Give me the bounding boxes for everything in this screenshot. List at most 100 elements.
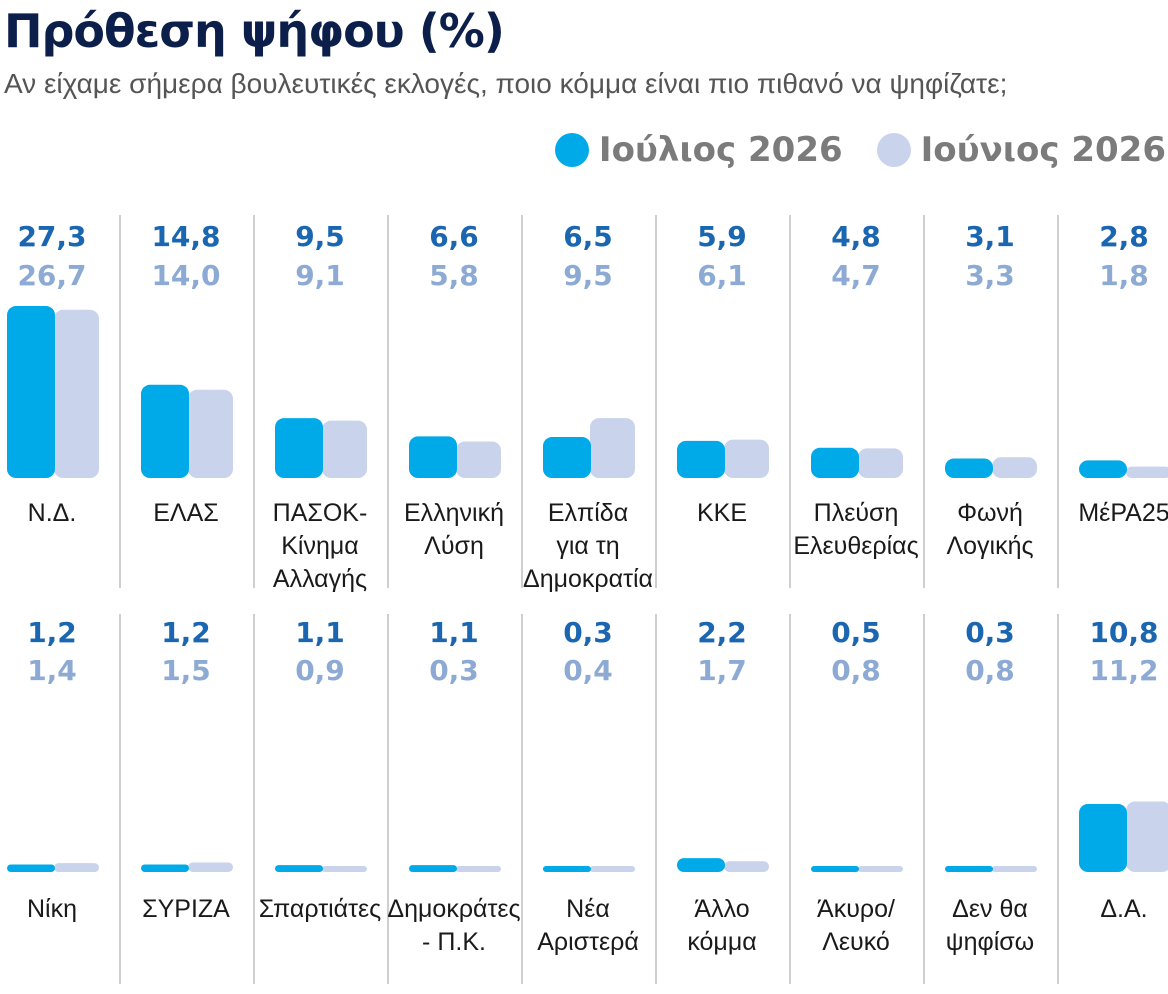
bar-july [543,866,591,872]
legend: Ιούλιος 2026 Ιούνιος 2026 [554,130,1166,170]
value-label-june: 4,7 [831,259,881,292]
value-label-july: 6,5 [563,220,613,253]
chart-title: Πρόθεση ψήφου (%) [4,4,505,58]
category-label: Άκυρο/ [817,895,895,923]
category-label: Νίκη [27,895,77,923]
category-label: Δ.Α. [1100,895,1147,923]
category-label: Δημοκράτες [387,895,520,923]
bar-june [456,441,501,478]
category-label: Κίνημα [281,532,359,560]
category-label: ψηφίσω [946,928,1034,956]
bar-july [409,865,457,872]
value-label-july: 0,5 [831,616,881,649]
category-label: Πλεύση [814,499,899,527]
value-label-july: 4,8 [831,220,881,253]
value-label-july: 0,3 [563,616,613,649]
value-label-june: 9,5 [563,259,613,292]
bar-june [1126,466,1168,478]
bar-july [677,858,725,872]
bar-july [275,865,323,872]
value-label-june: 9,1 [295,259,345,292]
value-label-june: 0,4 [563,654,613,687]
category-label: Ελπίδα [548,499,628,527]
value-label-june: 5,8 [429,259,479,292]
value-label-june: 0,8 [965,654,1015,687]
bar-july [275,418,323,478]
value-label-july: 0,3 [965,616,1015,649]
category-label: Φωνή [957,499,1023,527]
value-label-july: 2,8 [1099,220,1149,253]
legend-item-july: Ιούλιος 2026 [554,130,843,170]
value-label-june: 11,2 [1089,654,1158,687]
value-label-july: 14,8 [151,220,220,253]
value-label-june: 1,8 [1099,259,1149,292]
bar-july [811,866,859,872]
bar-july [141,384,189,478]
bar-june [992,457,1037,478]
category-label: ΚΚΕ [697,499,747,527]
value-label-june: 1,7 [697,654,747,687]
category-label: ΣΥΡΙΖΑ [142,895,230,923]
bar-june [1126,801,1168,872]
bar-june [858,448,903,478]
bar-june [590,418,635,478]
category-label: Αριστερά [537,928,639,956]
bar-july [945,866,993,872]
bar-june [54,863,99,872]
value-label-june: 14,0 [151,259,220,292]
value-label-june: 26,7 [17,259,86,292]
value-label-july: 5,9 [697,220,747,253]
bar-july [1079,803,1127,872]
bar-june [858,866,903,872]
bar-july [141,864,189,872]
bar-june [724,861,769,872]
value-label-june: 1,4 [27,654,77,687]
category-label: Σπαρτιάτες [259,895,381,923]
bar-june [724,439,769,478]
category-label: - Π.Κ. [422,928,486,956]
category-label: κόμμα [687,928,756,956]
category-label: Άλλο [694,895,749,923]
value-label-june: 0,8 [831,654,881,687]
bar-july [409,436,457,478]
legend-swatch-july [554,133,589,167]
value-label-june: 0,3 [429,654,479,687]
value-label-june: 1,5 [161,654,211,687]
value-label-june: 0,9 [295,654,345,687]
bar-july [811,447,859,478]
bar-july [543,437,591,478]
bar-june [456,866,501,872]
bar-june [54,309,99,478]
bar-june [590,866,635,872]
value-label-july: 1,2 [161,616,211,649]
category-label: Νέα [566,895,610,923]
value-label-july: 27,3 [17,220,86,253]
value-label-july: 2,2 [697,616,747,649]
bar-june [322,420,367,478]
category-label: Αλλαγής [273,565,367,593]
value-label-july: 10,8 [1089,616,1158,649]
category-label: ΕΛΑΣ [153,499,219,527]
value-label-june: 6,1 [697,259,747,292]
value-label-july: 1,1 [295,616,345,649]
category-label: ΜέΡΑ25 [1078,499,1168,527]
bar-june [992,866,1037,872]
category-label: Δεν θα [952,895,1028,923]
category-label: Ν.Δ. [28,499,77,527]
legend-label-june: Ιούνιος 2026 [920,130,1166,170]
bar-july [1079,460,1127,478]
legend-swatch-june [876,133,911,167]
category-label: ΠΑΣΟΚ- [273,499,368,527]
category-label: Δημοκρατία [523,565,653,593]
bar-june [188,862,233,872]
category-label: Ελληνική [404,499,504,527]
bar-july [677,440,725,478]
category-label: Λύση [424,532,484,560]
value-label-july: 9,5 [295,220,345,253]
bar-july [945,458,993,478]
legend-item-june: Ιούνιος 2026 [876,130,1166,170]
category-label: για τη [556,532,619,560]
bar-july [7,864,55,872]
value-label-june: 3,3 [965,259,1015,292]
bar-june [188,389,233,478]
